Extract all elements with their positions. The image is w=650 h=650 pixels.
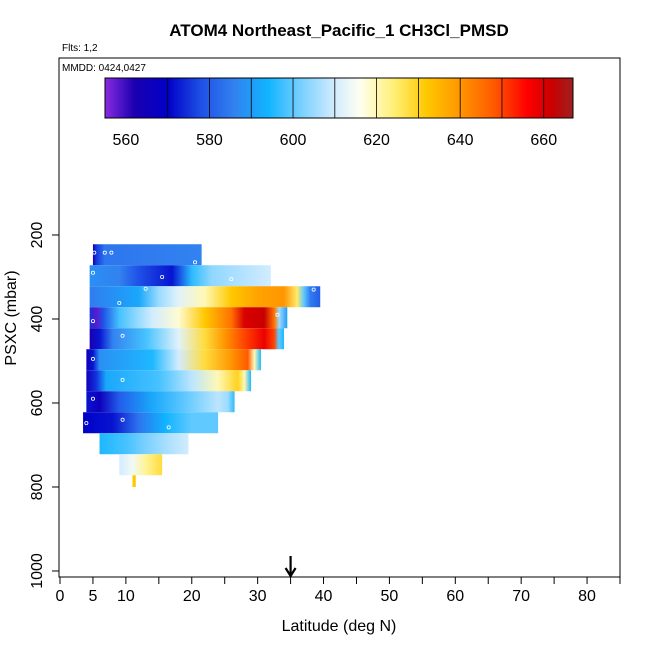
chart-title: ATOM4 Northeast_Pacific_1 CH3Cl_PMSD — [169, 21, 508, 40]
sample-point — [229, 277, 234, 282]
sample-point — [92, 250, 97, 255]
x-axis-label: Latitude (deg N) — [282, 618, 397, 635]
data-row-bar — [89, 307, 288, 329]
y-axis-label: PSXC (mbar) — [3, 270, 20, 365]
sample-point — [120, 333, 125, 338]
sample-point — [90, 396, 95, 401]
colorbar: 560 580 600 620 640 660 — [104, 77, 574, 149]
y-tick-label: 800 — [29, 474, 46, 501]
data-row-bar — [86, 391, 235, 413]
data-row-bar — [119, 454, 163, 476]
colorbar-tick-label: 600 — [280, 132, 307, 149]
sample-point — [275, 312, 280, 317]
sample-point — [143, 286, 148, 291]
sample-point — [90, 319, 95, 324]
data-row-bar — [83, 412, 219, 434]
data-row-bar — [86, 349, 261, 371]
flights-label: Flts: 1,2 — [62, 43, 98, 54]
colorbar-tick-label: 660 — [530, 132, 557, 149]
sample-point — [102, 250, 107, 255]
y-tick-label: 600 — [29, 390, 46, 417]
x-axis: 0 5 10 20 30 40 50 60 70 80 — [56, 576, 621, 605]
sample-point — [130, 488, 135, 493]
sample-point — [84, 421, 89, 426]
colorbar-bin-lines — [167, 78, 545, 118]
x-tick-label: 20 — [183, 588, 201, 605]
data-rows — [83, 244, 321, 487]
y-tick-label: 1000 — [29, 553, 46, 589]
sample-point — [160, 274, 165, 279]
x-tick-label: 0 — [56, 588, 65, 605]
sample-point — [120, 377, 125, 382]
x-tick-label: 5 — [88, 588, 97, 605]
x-tick-label: 60 — [446, 588, 464, 605]
data-row-bar — [99, 433, 189, 455]
sample-point — [90, 356, 95, 361]
data-row-bar — [132, 475, 136, 487]
sample-point — [117, 301, 122, 306]
data-row-bar — [89, 328, 284, 350]
sample-points — [84, 250, 316, 493]
x-tick-label: 10 — [117, 588, 135, 605]
y-axis: 200 400 600 800 1000 — [29, 58, 60, 589]
latitude-marker-arrow — [284, 556, 297, 579]
y-tick-label: 200 — [29, 222, 46, 249]
x-tick-label: 30 — [249, 588, 267, 605]
colorbar-ticks: 560 580 600 620 640 660 — [113, 132, 558, 149]
sample-point — [311, 287, 316, 292]
colorbar-tick-label: 620 — [363, 132, 390, 149]
x-tick-label: 40 — [315, 588, 333, 605]
data-row-bar — [92, 244, 202, 266]
sample-point — [193, 260, 198, 265]
x-tick-label: 70 — [512, 588, 530, 605]
marker-head — [284, 567, 297, 579]
data-row-bar — [89, 286, 321, 308]
colorbar-rect — [104, 77, 574, 119]
colorbar-tick-label: 640 — [447, 132, 474, 149]
colorbar-tick-label: 560 — [113, 132, 140, 149]
sample-point — [166, 425, 171, 430]
y-tick-label: 400 — [29, 306, 46, 333]
sample-point — [90, 270, 95, 275]
x-tick-label: 50 — [381, 588, 399, 605]
sample-point — [120, 417, 125, 422]
sample-point — [109, 250, 114, 255]
data-row-bar — [86, 370, 252, 392]
dates-label: MMDD: 0424,0427 — [62, 63, 146, 74]
colorbar-tick-label: 580 — [196, 132, 223, 149]
x-tick-label: 80 — [578, 588, 596, 605]
data-row-bar — [89, 265, 271, 287]
